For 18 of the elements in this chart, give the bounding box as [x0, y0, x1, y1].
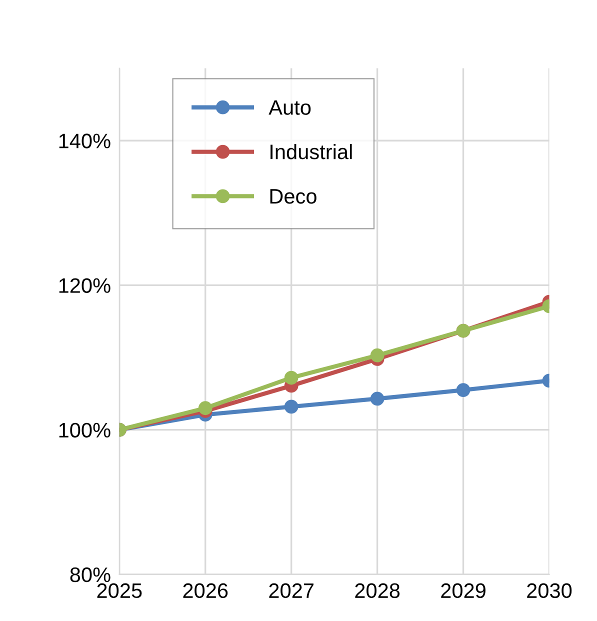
point	[370, 348, 384, 362]
legend-label: Auto	[268, 100, 311, 115]
point	[284, 370, 298, 385]
y-tick-label: 80%	[70, 567, 110, 582]
x-tick-label: 2030	[527, 583, 572, 598]
x-tick-label: 2026	[183, 583, 228, 598]
y-tick-label: 100%	[59, 422, 110, 438]
x-tick-label: 2028	[355, 583, 400, 598]
y-tick-label: 120%	[59, 278, 110, 293]
point	[370, 392, 384, 406]
x-tick-label: 2025	[97, 583, 142, 598]
x-tick-label: 2027	[269, 583, 314, 598]
y-tick-label: 140%	[59, 134, 110, 148]
point	[284, 400, 298, 414]
x-tick-label: 2029	[441, 583, 486, 598]
point	[198, 401, 212, 416]
legend-label: Deco	[270, 189, 316, 204]
legend-label: Industrial	[270, 144, 352, 160]
